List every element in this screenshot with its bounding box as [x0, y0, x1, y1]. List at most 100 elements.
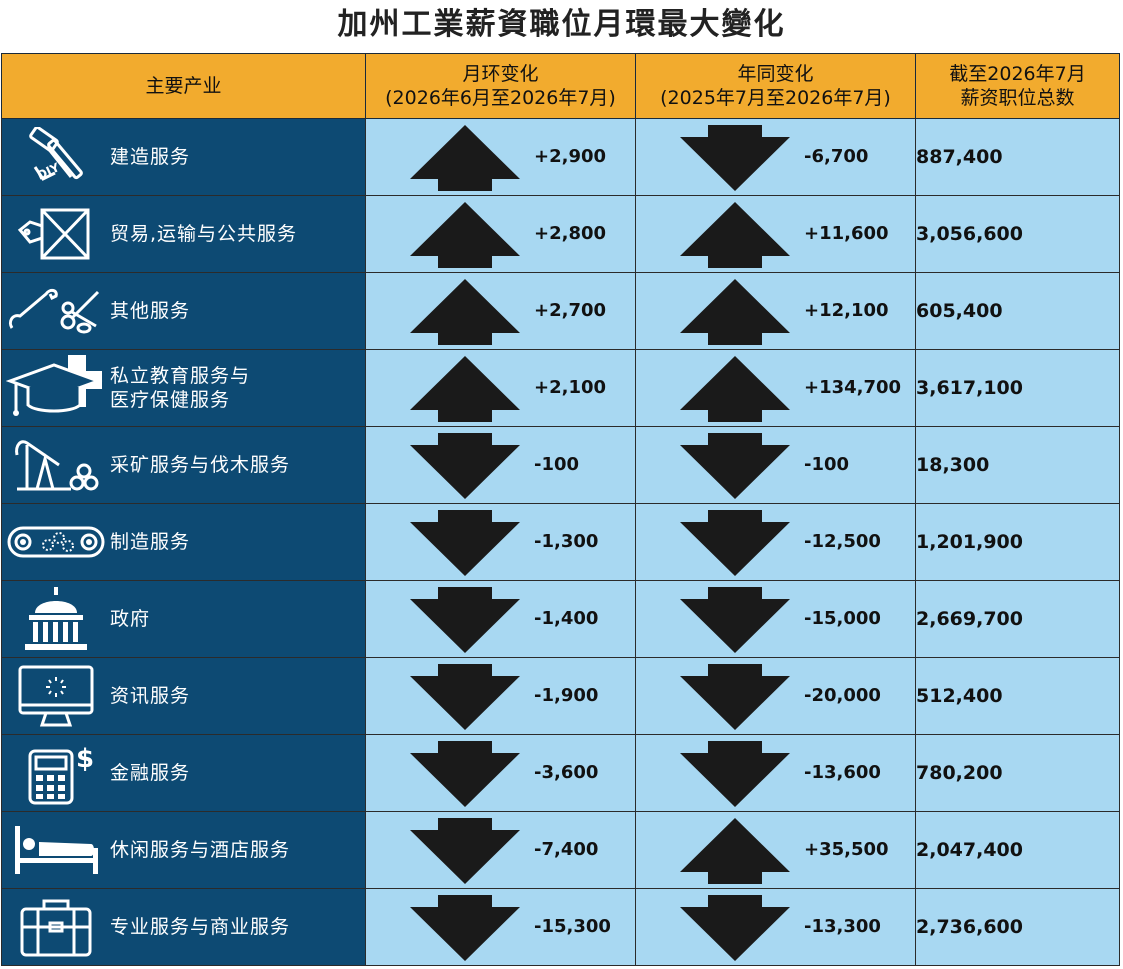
conveyor-gears-icon: [2, 522, 110, 562]
yoy-change-value: +12,100: [804, 300, 889, 321]
industry-cell: 贸易,运输与公共服务: [1, 195, 366, 273]
header-industry-label: 主要产业: [145, 75, 222, 97]
industry-cell: 休闲服务与酒店服务: [1, 811, 366, 889]
mom-up-arrow-icon: [410, 279, 520, 345]
total-jobs-value: 887,400: [916, 146, 1003, 168]
table-row: 休闲服务与酒店服务 -7,400 +35,500 2,047,400: [1, 811, 1120, 889]
table-row: $ 金融服务 -3,600 -13,600 780,200: [1, 734, 1120, 812]
oil-pump-logs-icon: [2, 435, 110, 495]
mom-up-arrow-icon: [410, 202, 520, 268]
mom-up-arrow-icon: [410, 356, 520, 422]
yoy-up-arrow-icon: [680, 356, 790, 422]
mom-change-cell: -15,300: [365, 888, 636, 966]
yoy-up-arrow-icon: [680, 202, 790, 268]
table-row: 资讯服务 -1,900 -20,000 512,400: [1, 657, 1120, 735]
total-jobs-value: 605,400: [916, 300, 1003, 322]
table-row: 制造服务 -1,300 -12,500 1,201,900: [1, 503, 1120, 581]
yoy-change-value: +134,700: [804, 377, 902, 398]
mom-up-arrow-icon: [410, 125, 520, 191]
industry-cell: $ 金融服务: [1, 734, 366, 812]
mom-change-cell: -7,400: [365, 811, 636, 889]
total-jobs-cell: 3,617,100: [915, 349, 1120, 427]
yoy-change-cell: -12,500: [635, 503, 916, 581]
table-row: 专业服务与商业服务 -15,300 -13,300 2,736,600: [1, 888, 1120, 966]
industry-cell: 私立教育服务与 医疗保健服务: [1, 349, 366, 427]
table-row: 私立教育服务与 医疗保健服务 +2,100 +134,700 3,617,100: [1, 349, 1120, 427]
industry-name: 贸易,运输与公共服务: [110, 223, 298, 245]
total-jobs-value: 2,669,700: [916, 608, 1023, 630]
mom-change-cell: -1,400: [365, 580, 636, 658]
industry-name: 建造服务: [110, 146, 191, 168]
yoy-change-cell: +35,500: [635, 811, 916, 889]
total-jobs-value: 18,300: [916, 454, 990, 476]
industry-name: 资讯服务: [110, 685, 191, 707]
industry-name: 制造服务: [110, 531, 191, 553]
industry-name-line2: 医疗保健服务: [110, 389, 231, 411]
header-mom-title: 月环变化: [462, 63, 539, 85]
header-yoy-title: 年同变化: [737, 63, 814, 85]
wrench-scissors-icon: [2, 286, 110, 336]
mom-down-arrow-icon: [410, 895, 520, 961]
industry-name-line1: 私立教育服务与: [110, 365, 251, 387]
total-jobs-value: 2,736,600: [916, 916, 1023, 938]
total-jobs-cell: 2,669,700: [915, 580, 1120, 658]
industry-cell: 政府: [1, 580, 366, 658]
total-jobs-value: 1,201,900: [916, 531, 1023, 553]
industry-cell: 采矿服务与伐木服务: [1, 426, 366, 504]
mom-change-value: -15,300: [534, 916, 611, 937]
total-jobs-cell: 512,400: [915, 657, 1120, 735]
industry-cell: 制造服务: [1, 503, 366, 581]
page-title: 加州工業薪資職位月環最大變化: [337, 7, 786, 42]
mom-change-value: -3,600: [534, 762, 599, 783]
mom-change-value: -100: [534, 454, 580, 475]
shipping-crate-icon: [2, 204, 110, 264]
table-row: 政府 -1,400 -15,000 2,669,700: [1, 580, 1120, 658]
yoy-change-cell: -6,700: [635, 118, 916, 196]
mom-change-cell: -100: [365, 426, 636, 504]
total-jobs-value: 780,200: [916, 762, 1003, 784]
yoy-change-cell: +11,600: [635, 195, 916, 273]
mom-change-value: +2,800: [534, 223, 607, 244]
total-jobs-cell: 18,300: [915, 426, 1120, 504]
yoy-down-arrow-icon: [680, 664, 790, 730]
yoy-down-arrow-icon: [680, 433, 790, 499]
mom-change-cell: -1,300: [365, 503, 636, 581]
industry-name: 金融服务: [110, 762, 191, 784]
yoy-change-value: -13,600: [804, 762, 881, 783]
yoy-up-arrow-icon: [680, 818, 790, 884]
total-jobs-value: 3,056,600: [916, 223, 1023, 245]
industry-name: 采矿服务与伐木服务: [110, 454, 291, 476]
industry-cell: 专业服务与商业服务: [1, 888, 366, 966]
yoy-change-cell: -13,300: [635, 888, 916, 966]
yoy-down-arrow-icon: [680, 741, 790, 807]
briefcase-icon: [2, 895, 110, 959]
yoy-change-value: -13,300: [804, 916, 881, 937]
total-jobs-cell: 2,736,600: [915, 888, 1120, 966]
mom-change-value: +2,700: [534, 300, 607, 321]
mom-change-value: -1,300: [534, 531, 599, 552]
table-row: DIY 建造服务 +2,900 -6,700 887,400: [1, 118, 1120, 196]
mom-change-value: -7,400: [534, 839, 599, 860]
yoy-change-value: -12,500: [804, 531, 881, 552]
svg-text:$: $: [76, 744, 94, 774]
industry-cell: 资讯服务: [1, 657, 366, 735]
total-jobs-cell: 1,201,900: [915, 503, 1120, 581]
yoy-change-cell: -13,600: [635, 734, 916, 812]
mom-change-value: -1,400: [534, 608, 599, 629]
header-total: 截至2026年7月 薪资职位总数: [915, 53, 1120, 119]
table-row: 贸易,运输与公共服务 +2,800 +11,600 3,056,600: [1, 195, 1120, 273]
industry-name: 其他服务: [110, 300, 191, 322]
yoy-change-value: -20,000: [804, 685, 881, 706]
header-row: 主要产业 月环变化 (2026年6月至2026年7月) 年同变化 (2025年7…: [1, 53, 1120, 119]
mom-down-arrow-icon: [410, 664, 520, 730]
total-jobs-cell: 2,047,400: [915, 811, 1120, 889]
mom-change-cell: +2,700: [365, 272, 636, 350]
industry-name: 休闲服务与酒店服务: [110, 839, 291, 861]
yoy-change-cell: +12,100: [635, 272, 916, 350]
yoy-down-arrow-icon: [680, 895, 790, 961]
yoy-change-cell: +134,700: [635, 349, 916, 427]
total-jobs-value: 3,617,100: [916, 377, 1023, 399]
industry-cell: 其他服务: [1, 272, 366, 350]
mom-down-arrow-icon: [410, 510, 520, 576]
yoy-change-cell: -15,000: [635, 580, 916, 658]
